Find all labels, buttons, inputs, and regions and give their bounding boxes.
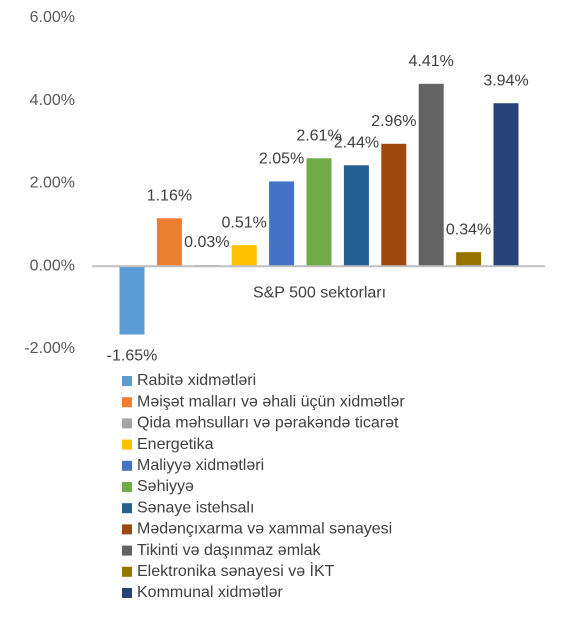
bar	[343, 165, 369, 267]
legend-label: Elektronika sənayesi və İKT	[137, 561, 335, 580]
bar	[418, 83, 444, 267]
legend-swatch	[122, 418, 132, 429]
legend-label: Maliyyə xidmətləri	[137, 457, 264, 474]
y-tick-label: 2.00%	[30, 175, 75, 192]
data-label: 2.96%	[371, 113, 416, 130]
legend-label: Sənaye istehsalı	[137, 499, 254, 516]
legend-swatch	[122, 503, 132, 514]
data-label: 4.41%	[409, 53, 454, 70]
legend-label: Kommunal xidmətlər	[137, 584, 284, 601]
legend-label: Mədənçıxarma və xammal sənayesi	[137, 521, 392, 538]
legend-swatch	[122, 439, 132, 450]
data-label: 2.05%	[259, 151, 304, 168]
data-label: -1.65%	[107, 348, 158, 365]
legend-swatch	[122, 397, 132, 408]
bar	[269, 181, 295, 267]
data-label: 3.94%	[483, 72, 528, 89]
legend-label: Tikinti və daşınmaz əmlak	[137, 542, 321, 559]
bar	[456, 252, 482, 267]
y-tick-label: 4.00%	[30, 92, 75, 109]
legend-label: Qida məhsulları və pərakəndə ticarət	[137, 415, 399, 432]
legend-swatch	[122, 376, 132, 386]
legend-label: Rabitə xidmətləri	[137, 372, 256, 389]
legend-label: Energetika	[137, 436, 214, 453]
bar	[119, 266, 145, 335]
x-tick-label: S&P 500 sektorları	[253, 284, 386, 301]
legend-swatch	[122, 482, 132, 492]
legend-swatch	[122, 524, 132, 535]
bar	[493, 103, 519, 267]
data-label: 1.16%	[147, 187, 192, 204]
legend-swatch	[122, 545, 132, 556]
bar	[381, 143, 407, 267]
data-label: 2.61%	[296, 127, 341, 144]
legend-swatch	[122, 566, 132, 577]
data-label: 0.51%	[222, 214, 267, 231]
legend-label: Məişət malları və əhali üçün xidmətlər	[137, 393, 405, 410]
y-tick-label: 6.00%	[30, 9, 75, 26]
data-label: 0.03%	[184, 234, 229, 251]
y-tick-label: 0.00%	[30, 257, 75, 274]
y-tick-label: -2.00%	[24, 340, 75, 357]
bar	[306, 158, 332, 267]
bar	[231, 245, 257, 267]
bar	[156, 218, 182, 267]
legend-swatch	[122, 460, 132, 471]
legend-label: Səhiyyə	[137, 478, 194, 495]
data-label: 0.34%	[446, 221, 491, 238]
data-label: 2.44%	[334, 135, 379, 152]
legend-swatch	[122, 588, 132, 598]
